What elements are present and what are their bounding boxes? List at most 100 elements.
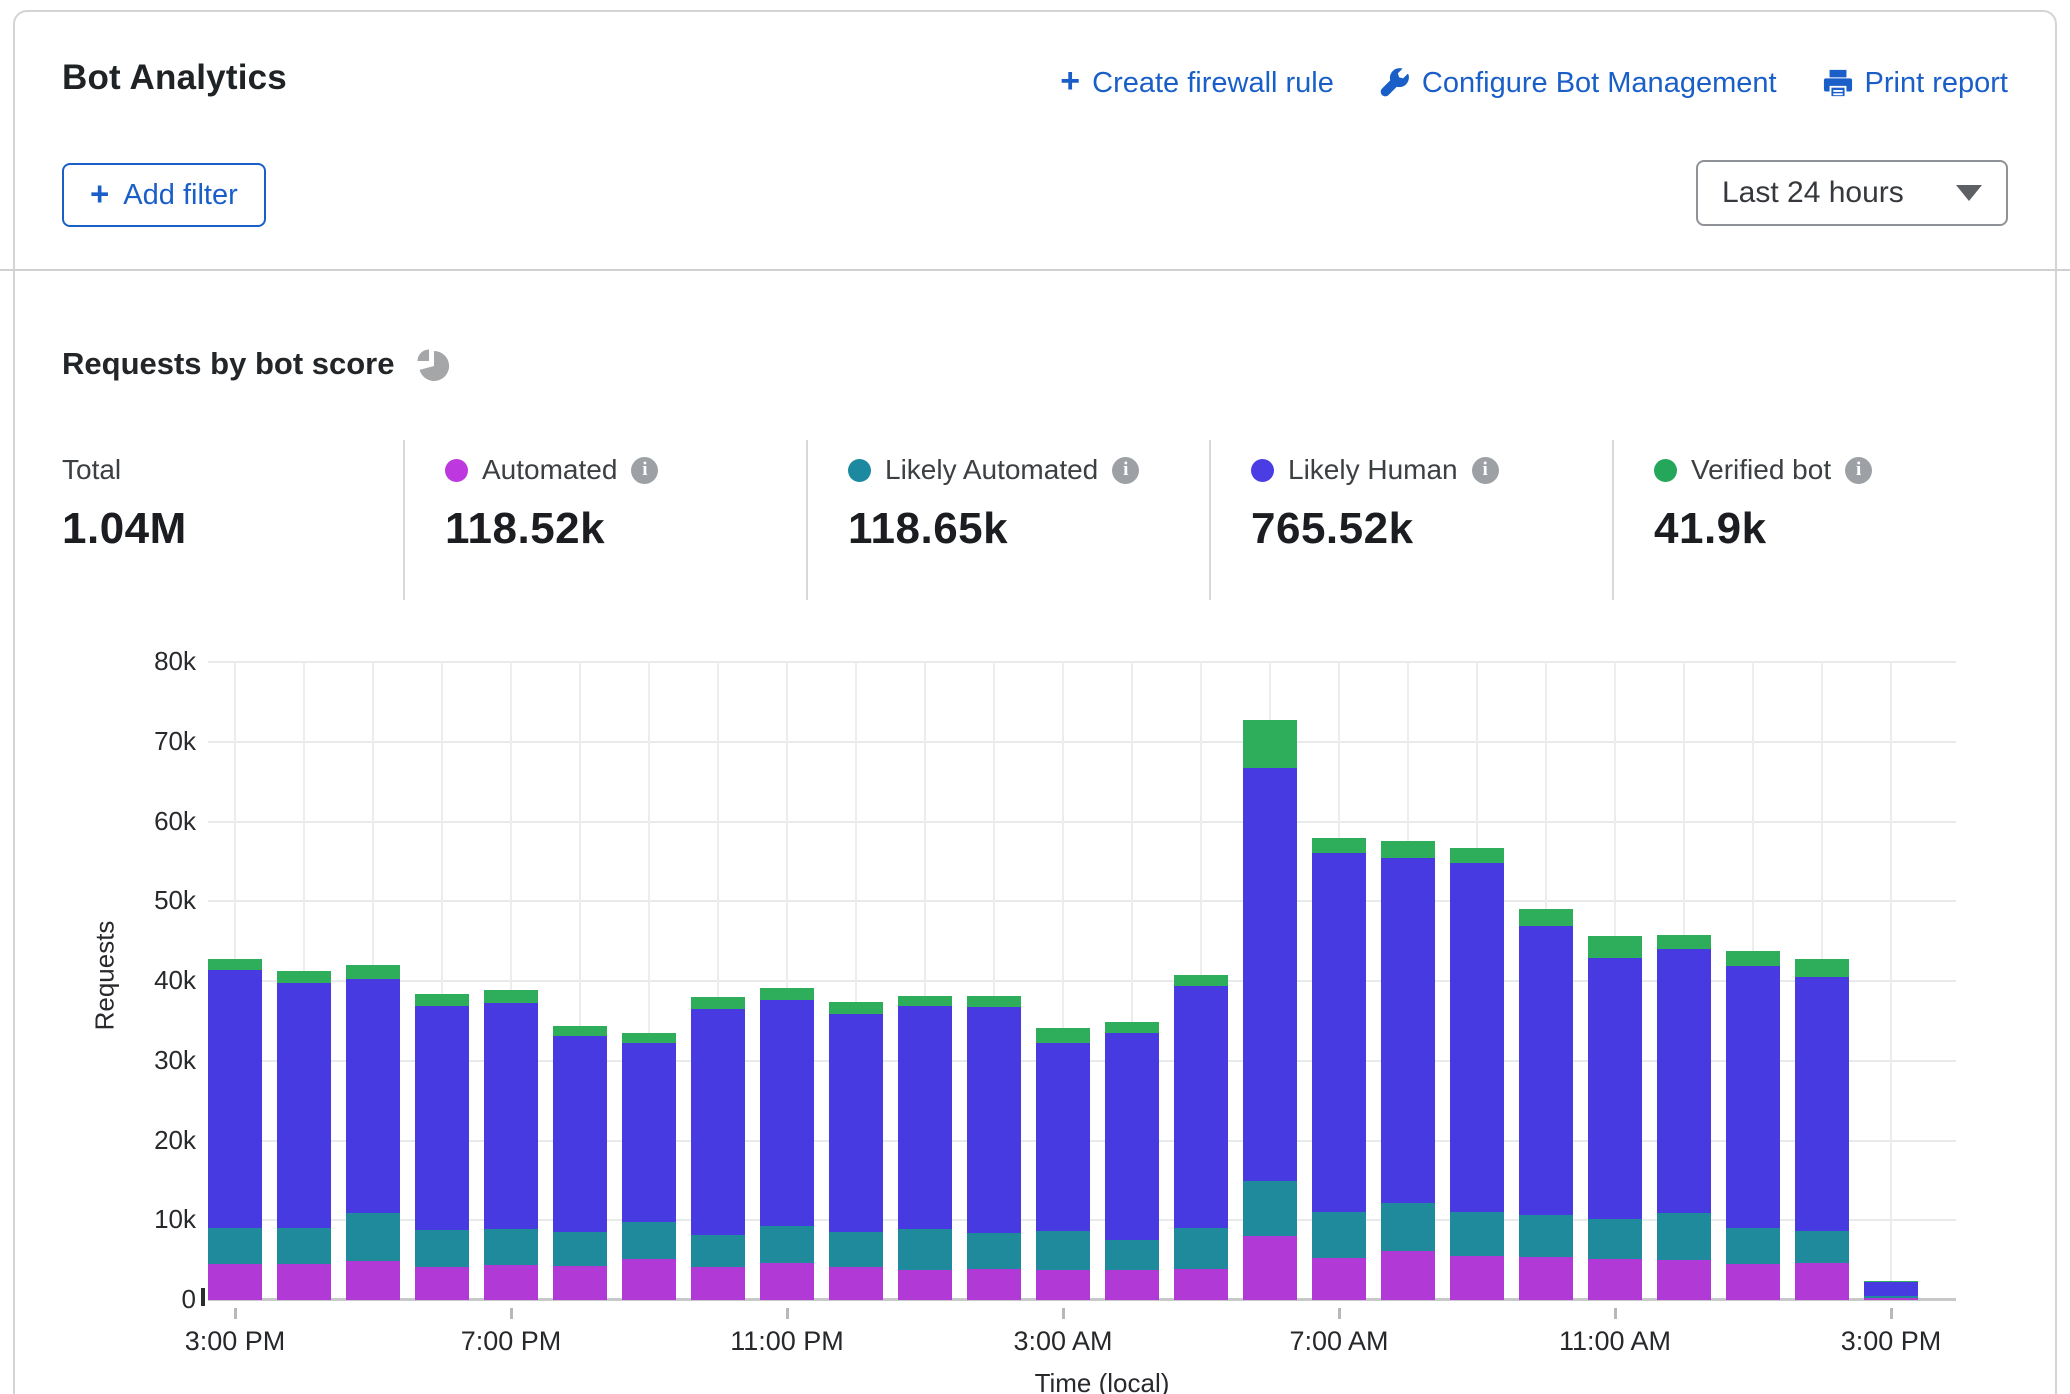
bar-1200pm[interactable] (1657, 935, 1711, 1300)
bar-segment-likely-human[interactable] (277, 983, 331, 1228)
bar-500pm[interactable] (346, 965, 400, 1300)
bar-segment-likely-human[interactable] (691, 1009, 745, 1235)
bar-segment-automated[interactable] (1450, 1256, 1504, 1300)
bar-segment-likely-human[interactable] (1588, 958, 1642, 1219)
bar-segment-likely-human[interactable] (1657, 949, 1711, 1213)
bar-400am[interactable] (1105, 1022, 1159, 1300)
bar-900pm[interactable] (622, 1033, 676, 1300)
bar-segment-verified-bot[interactable] (208, 959, 262, 970)
bar-segment-likely-human[interactable] (1105, 1033, 1159, 1240)
bar-200am[interactable] (967, 996, 1021, 1300)
time-range-dropdown[interactable]: Last 24 hours (1696, 160, 2008, 226)
bar-segment-verified-bot[interactable] (1450, 848, 1504, 863)
bar-700pm[interactable] (484, 990, 538, 1300)
bar-segment-automated[interactable] (1726, 1264, 1780, 1300)
bar-segment-verified-bot[interactable] (1174, 975, 1228, 986)
bar-segment-likely-human[interactable] (760, 1000, 814, 1226)
bar-segment-likely-human[interactable] (1864, 1282, 1918, 1296)
bar-segment-likely-automated[interactable] (1795, 1231, 1849, 1263)
info-icon[interactable]: i (631, 457, 658, 484)
bar-segment-likely-automated[interactable] (829, 1232, 883, 1267)
bar-segment-verified-bot[interactable] (691, 997, 745, 1009)
bar-segment-verified-bot[interactable] (967, 996, 1021, 1007)
info-icon[interactable]: i (1112, 457, 1139, 484)
bar-segment-likely-human[interactable] (346, 979, 400, 1213)
bar-segment-likely-automated[interactable] (1726, 1228, 1780, 1264)
bar-segment-verified-bot[interactable] (277, 971, 331, 983)
configure-bot-management-link[interactable]: Configure Bot Management (1380, 67, 1777, 100)
bar-segment-likely-human[interactable] (553, 1036, 607, 1232)
bar-200pm[interactable] (1795, 959, 1849, 1300)
bar-segment-likely-automated[interactable] (553, 1232, 607, 1266)
bar-segment-automated[interactable] (1657, 1260, 1711, 1300)
bar-segment-automated[interactable] (622, 1259, 676, 1300)
bar-segment-verified-bot[interactable] (1657, 935, 1711, 949)
bar-segment-likely-human[interactable] (1174, 986, 1228, 1228)
bar-segment-likely-automated[interactable] (1174, 1228, 1228, 1269)
bar-segment-verified-bot[interactable] (1036, 1028, 1090, 1043)
bar-segment-automated[interactable] (1795, 1263, 1849, 1300)
bar-segment-likely-automated[interactable] (967, 1233, 1021, 1269)
bar-1100am[interactable] (1588, 936, 1642, 1300)
bar-segment-automated[interactable] (760, 1263, 814, 1300)
bar-segment-verified-bot[interactable] (1243, 720, 1297, 768)
bar-segment-automated[interactable] (208, 1264, 262, 1300)
bar-segment-likely-automated[interactable] (484, 1229, 538, 1265)
bar-1200am[interactable] (829, 1002, 883, 1300)
bar-segment-likely-human[interactable] (484, 1003, 538, 1229)
bar-100am[interactable] (898, 996, 952, 1300)
create-firewall-rule-link[interactable]: + Create firewall rule (1060, 66, 1334, 100)
bar-segment-likely-automated[interactable] (415, 1230, 469, 1267)
bar-segment-verified-bot[interactable] (622, 1033, 676, 1043)
bar-segment-automated[interactable] (691, 1267, 745, 1300)
bar-1000am[interactable] (1519, 909, 1573, 1300)
bar-400pm[interactable] (277, 971, 331, 1300)
bar-segment-automated[interactable] (553, 1266, 607, 1300)
bar-800am[interactable] (1381, 841, 1435, 1300)
info-icon[interactable]: i (1472, 457, 1499, 484)
bar-segment-automated[interactable] (1105, 1270, 1159, 1300)
bar-800pm[interactable] (553, 1026, 607, 1300)
bar-segment-likely-automated[interactable] (1036, 1231, 1090, 1270)
bar-segment-likely-automated[interactable] (1657, 1213, 1711, 1260)
bar-segment-automated[interactable] (1519, 1257, 1573, 1300)
bar-segment-likely-automated[interactable] (622, 1222, 676, 1259)
bar-segment-automated[interactable] (898, 1270, 952, 1300)
bar-segment-verified-bot[interactable] (346, 965, 400, 979)
bar-segment-verified-bot[interactable] (415, 994, 469, 1006)
bar-segment-automated[interactable] (346, 1261, 400, 1300)
bar-segment-verified-bot[interactable] (1588, 936, 1642, 958)
bar-segment-likely-human[interactable] (1036, 1043, 1090, 1231)
bar-segment-automated[interactable] (1174, 1269, 1228, 1300)
bar-600am[interactable] (1243, 720, 1297, 1300)
bar-segment-likely-automated[interactable] (346, 1213, 400, 1261)
bar-segment-likely-human[interactable] (1243, 768, 1297, 1181)
bar-1100pm[interactable] (760, 988, 814, 1300)
bar-segment-verified-bot[interactable] (1381, 841, 1435, 858)
bar-segment-likely-automated[interactable] (898, 1229, 952, 1270)
bar-segment-automated[interactable] (415, 1267, 469, 1300)
bar-segment-automated[interactable] (1381, 1251, 1435, 1300)
bar-segment-likely-human[interactable] (967, 1007, 1021, 1233)
bar-segment-likely-human[interactable] (1519, 926, 1573, 1215)
bar-segment-likely-automated[interactable] (1312, 1212, 1366, 1258)
bar-segment-verified-bot[interactable] (553, 1026, 607, 1036)
bar-segment-likely-human[interactable] (1795, 977, 1849, 1231)
bar-700am[interactable] (1312, 838, 1366, 1300)
bar-segment-verified-bot[interactable] (484, 990, 538, 1003)
bar-segment-likely-automated[interactable] (691, 1235, 745, 1267)
bar-segment-verified-bot[interactable] (1312, 838, 1366, 853)
bar-300pm[interactable] (1864, 1281, 1918, 1300)
bar-500am[interactable] (1174, 975, 1228, 1300)
bar-segment-likely-automated[interactable] (1381, 1203, 1435, 1251)
bar-100pm[interactable] (1726, 951, 1780, 1300)
bar-segment-likely-human[interactable] (415, 1006, 469, 1230)
bar-segment-likely-human[interactable] (622, 1043, 676, 1222)
bar-segment-automated[interactable] (1243, 1236, 1297, 1300)
bar-segment-likely-human[interactable] (1450, 863, 1504, 1212)
bar-segment-likely-human[interactable] (1381, 858, 1435, 1203)
bar-segment-verified-bot[interactable] (760, 988, 814, 1000)
bar-segment-automated[interactable] (967, 1269, 1021, 1300)
print-report-link[interactable]: Print report (1823, 67, 2008, 100)
bar-segment-likely-automated[interactable] (1588, 1219, 1642, 1259)
